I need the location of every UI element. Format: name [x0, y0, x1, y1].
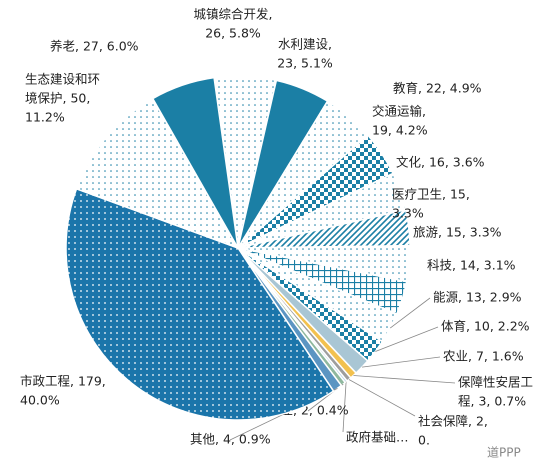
- slice-label: 保障性安居工: [458, 375, 533, 390]
- pie-slice: [75, 97, 240, 250]
- slice-label: 40.0%: [20, 393, 60, 408]
- slice-label: 市政工程, 179,: [20, 374, 106, 389]
- pie-slice: [151, 76, 239, 249]
- pie-slice: [65, 187, 335, 421]
- slice-label: 其他, 4, 0.9%: [190, 432, 271, 447]
- leader-line: [375, 326, 439, 352]
- slice-label: 生态建设和环: [25, 72, 100, 87]
- watermark: 道PPP: [487, 446, 521, 460]
- slice-label: 政府基础…: [346, 430, 409, 445]
- slice-label: 23, 5.1%: [277, 56, 333, 71]
- slice-label: 旅游, 15, 3.3%: [413, 225, 502, 240]
- slice-label: 科技, 14, 3.1%: [427, 258, 516, 273]
- slice-label: 文化, 16, 3.6%: [396, 155, 485, 170]
- slice-label: 能源, 13, 2.9%: [433, 290, 522, 305]
- slice-label: 城镇综合开发,: [194, 7, 273, 22]
- slice-label: 3.3%: [392, 206, 424, 221]
- leader-line: [348, 379, 416, 417]
- slice-label: 农业, 7, 1.6%: [443, 349, 524, 364]
- slice-label: 交通运输,: [372, 104, 426, 119]
- leader-line: [342, 381, 347, 433]
- slice-label: 11.2%: [25, 110, 65, 125]
- slice-label: 水利建设,: [278, 37, 332, 52]
- slice-label: 医疗卫生, 15,: [392, 187, 470, 202]
- slice-label: 26, 5.8%: [205, 26, 261, 41]
- slice-label: 0.: [418, 433, 430, 448]
- slice-label: 19, 4.2%: [372, 123, 428, 138]
- leader-line: [362, 356, 441, 368]
- leader-line: [353, 375, 456, 384]
- slice-label: 境保护, 50,: [25, 91, 90, 106]
- slice-label: 体育, 10, 2.2%: [441, 319, 530, 334]
- slice-label: 教育, 22, 4.9%: [393, 81, 482, 96]
- slice-label: 养老, 27, 6.0%: [50, 39, 139, 54]
- leader-line: [389, 297, 431, 329]
- slice-label: 程, 3, 0.7%: [458, 394, 526, 409]
- slice-label: 社会保障, 2,: [418, 414, 488, 429]
